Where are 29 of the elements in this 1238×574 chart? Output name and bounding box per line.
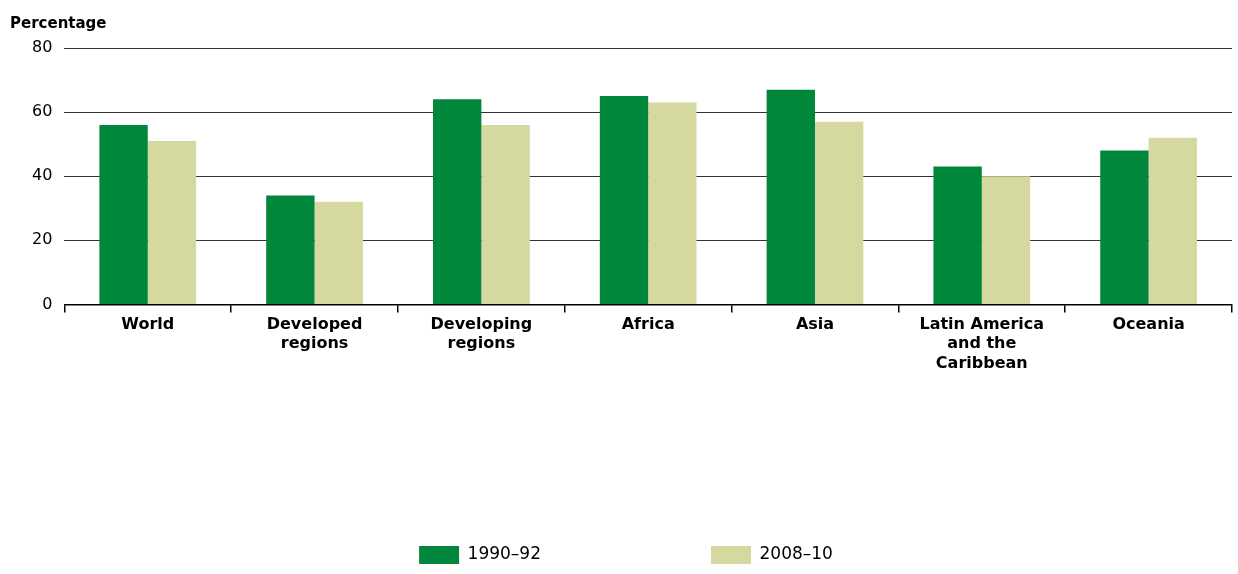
bar xyxy=(481,124,530,304)
y-tick-label: 80 xyxy=(32,37,53,57)
bar xyxy=(314,201,363,304)
x-tick-label: Oceania xyxy=(1112,314,1185,334)
bar xyxy=(981,176,1031,304)
bar xyxy=(147,140,197,304)
bar xyxy=(266,195,315,304)
x-tick-label: Developing regions xyxy=(430,314,533,353)
bar xyxy=(933,166,982,304)
bar xyxy=(648,102,697,304)
bar xyxy=(1148,137,1197,304)
y-tick-label: 60 xyxy=(32,101,53,121)
bar xyxy=(99,124,148,304)
bar xyxy=(599,96,649,304)
y-tick-label: 0 xyxy=(42,293,53,313)
x-tick-label: Asia xyxy=(795,314,835,334)
x-tick-label: World xyxy=(121,314,175,334)
legend-label: 1990–92 xyxy=(467,543,542,564)
x-tick-label: Africa xyxy=(621,314,675,334)
bar xyxy=(814,121,864,304)
legend-label: 2008–10 xyxy=(759,543,833,564)
bar xyxy=(1100,150,1149,304)
y-tick-label: 20 xyxy=(32,229,53,249)
y-axis-title: Percentage xyxy=(10,14,107,32)
bar xyxy=(766,89,815,304)
x-tick-label: Developed regions xyxy=(266,314,363,353)
bar xyxy=(433,99,482,304)
x-tick-label: Latin America and the Caribbean xyxy=(919,314,1045,372)
y-tick-label: 40 xyxy=(32,165,53,185)
